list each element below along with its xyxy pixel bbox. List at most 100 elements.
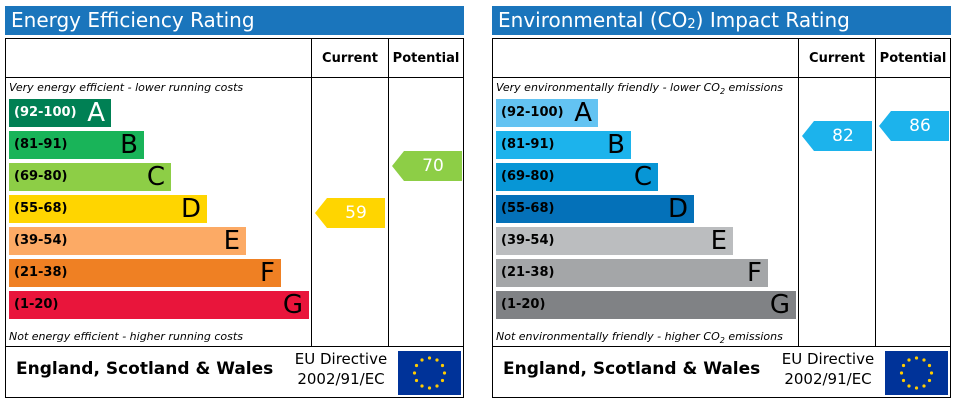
eu-star-icon [420,384,424,388]
band-letter: A [574,98,592,128]
band-range-label: (39-54) [14,233,68,248]
rating-band-d: (55-68) D [496,194,694,224]
band-range-label: (92-100) [501,105,564,120]
eu-star-icon [927,363,932,368]
eu-directive-label: EU Directive 2002/91/EC [773,349,883,389]
band-letter: F [747,258,762,288]
eu-star-icon [922,358,926,362]
current-rating-arrow-icon [315,198,385,228]
band-letter: F [260,258,275,288]
eu-star-icon [435,358,439,362]
eu-flag-icon [398,351,461,395]
band-letter: A [87,98,105,128]
potential-rating-marker: 86 [879,111,949,141]
eu-star-icon [435,384,439,388]
eu-star-icon [414,363,419,368]
eu-star-icon [922,384,926,388]
band-letter: E [223,226,240,256]
column-divider [388,39,389,346]
current-column-header: Current [809,51,865,66]
eu-star-icon [427,356,432,360]
band-range-label: (21-38) [14,265,68,280]
rating-band-f: (21-38) F [9,258,281,288]
eu-star-icon [907,358,911,362]
bottom-caption: Not energy efficient - higher running co… [9,330,243,343]
rating-band-d: (55-68) D [9,194,207,224]
potential-rating-value: 86 [909,116,931,136]
eu-star-icon [929,371,934,375]
rating-band-a: (92-100) A [9,98,111,128]
band-range-label: (1-20) [14,297,59,312]
band-range-label: (81-91) [14,137,68,152]
directive-line-2: 2002/91/EC [784,370,872,388]
potential-rating-value: 70 [422,156,444,176]
band-range-label: (69-80) [14,169,68,184]
title-text: Environmental (CO [498,8,688,32]
rating-band-e: (39-54) E [496,226,733,256]
country-label: England, Scotland & Wales [16,359,274,379]
caption-subscript: 2 [719,87,726,97]
environmental-impact-panel: Environmental (CO2) Impact Rating Curren… [492,6,951,398]
rating-band-a: (92-100) A [496,98,598,128]
band-range-label: (55-68) [501,201,555,216]
band-letter: D [180,194,201,224]
eu-star-icon [442,371,447,375]
current-rating-marker: 59 [315,198,385,228]
energy-panel-body: Current Potential Very energy efficient … [5,38,464,398]
top-caption: Very environmentally friendly - lower CO… [496,81,796,96]
column-divider [311,39,312,346]
eu-star-icon [412,371,417,375]
band-letter: G [769,290,790,320]
band-letter: G [282,290,303,320]
title-text-end: ) Impact Rating [695,8,850,32]
row-divider [6,77,463,78]
band-letter: E [710,226,727,256]
rating-band-g: (1-20) G [496,290,796,320]
caption-text-end: emissions [725,81,784,94]
country-label: England, Scotland & Wales [503,359,761,379]
caption-subscript: 2 [719,336,725,346]
directive-line-1: EU Directive [294,350,388,368]
eu-star-icon [907,384,911,388]
title-subscript: 2 [687,17,696,32]
potential-rating-arrow-icon [879,111,949,141]
band-letter: B [607,130,625,160]
environment-panel-body: Current Potential Very environmentally f… [492,38,951,398]
rating-band-e: (39-54) E [9,226,246,256]
band-range-label: (69-80) [501,169,555,184]
eu-star-icon [427,386,432,390]
potential-column-header: Potential [879,51,947,66]
current-rating-arrow-icon [802,121,872,151]
potential-rating-marker: 70 [392,151,462,181]
band-range-label: (81-91) [501,137,555,152]
caption-text: Not environmentally friendly - higher CO [496,330,720,343]
band-range-label: (39-54) [501,233,555,248]
eu-directive-label: EU Directive 2002/91/EC [286,349,396,389]
eu-star-icon [414,378,419,383]
caption-text-end: emissions [724,330,783,343]
rating-band-c: (69-80) C [9,162,171,192]
current-rating-value: 59 [345,203,367,223]
band-range-label: (1-20) [501,297,546,312]
directive-line-1: EU Directive [781,350,875,368]
band-range-label: (55-68) [14,201,68,216]
current-rating-marker: 82 [802,121,872,151]
potential-column-header: Potential [392,51,460,66]
environment-panel-title: Environmental (CO2) Impact Rating [492,6,951,35]
column-divider [875,39,876,346]
band-letter: B [120,130,138,160]
current-rating-value: 82 [832,126,854,146]
eu-star-icon [440,378,445,383]
current-column-header: Current [322,51,378,66]
caption-text: Very environmentally friendly - lower CO [496,81,720,94]
row-divider [493,346,950,347]
eu-flag-icon [885,351,948,395]
energy-panel-title: Energy Efficiency Rating [5,6,464,35]
eu-star-icon [914,386,919,390]
top-caption: Very energy efficient - lower running co… [9,81,244,94]
row-divider [6,346,463,347]
eu-star-icon [899,371,904,375]
band-letter: C [146,162,165,192]
band-range-label: (92-100) [14,105,77,120]
row-divider [493,77,950,78]
